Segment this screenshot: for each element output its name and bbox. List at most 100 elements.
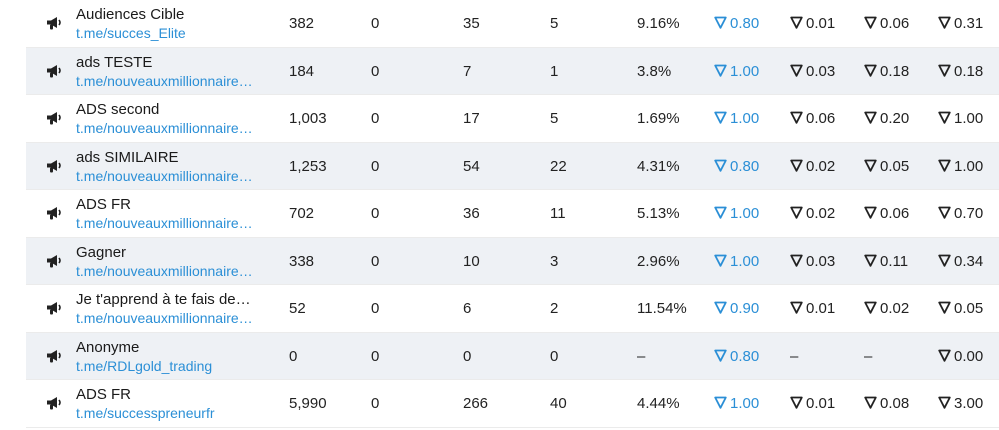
ad-name[interactable]: Audiences Cible bbox=[76, 6, 185, 23]
joined-value: 1 bbox=[550, 62, 559, 80]
joined-value: 3 bbox=[550, 252, 559, 270]
ad-link[interactable]: t.me/succes_Elite bbox=[76, 25, 186, 41]
spent-value: 0.05 bbox=[954, 300, 984, 317]
ad-name-cell: ADS second t.me/nouveauxmillionnaire… bbox=[76, 100, 276, 137]
cps-cell: – bbox=[864, 333, 872, 380]
cps-value: 0.02 bbox=[880, 300, 910, 317]
ad-name[interactable]: ADS second bbox=[76, 101, 160, 118]
cpc-value: 0.03 bbox=[806, 62, 836, 80]
ton-icon bbox=[864, 253, 880, 270]
cpc-cell: 0.01 bbox=[790, 380, 835, 427]
ad-name-cell: Je t'apprend à te fais de… t.me/nouveauxm… bbox=[76, 290, 276, 327]
clicks-value: 0 bbox=[463, 347, 472, 365]
views-value: 702 bbox=[289, 205, 315, 222]
ton-icon bbox=[938, 110, 954, 127]
table-row[interactable]: Anonyme t.me/RDLgold_trading 0 0 0 0 – 0.80 – – 0.… bbox=[26, 332, 999, 380]
ad-link[interactable]: t.me/nouveauxmillionnaire… bbox=[76, 72, 253, 89]
ton-icon bbox=[938, 395, 954, 412]
col2-value: 0 bbox=[371, 62, 380, 80]
ad-name[interactable]: ADS FR bbox=[76, 196, 132, 213]
table-row[interactable]: ADS FR t.me/successpreneurfr 5,990 0 266 40 4.… bbox=[26, 380, 999, 428]
joined-value: 40 bbox=[550, 395, 567, 412]
ton-icon bbox=[714, 348, 730, 365]
cpm-value: 0.80 bbox=[730, 157, 760, 175]
cps-value: 0.18 bbox=[880, 62, 910, 80]
megaphone-icon bbox=[46, 63, 64, 79]
ton-icon bbox=[790, 205, 806, 222]
cpm-value: 0.80 bbox=[730, 15, 760, 32]
ad-name[interactable]: Gagner bbox=[76, 243, 127, 261]
joined-value: 5 bbox=[550, 15, 559, 32]
cpm-value: 0.90 bbox=[730, 300, 760, 317]
spent-value: 0.00 bbox=[954, 347, 984, 365]
ton-icon bbox=[864, 300, 880, 317]
views-value: 0 bbox=[289, 347, 298, 365]
table-row[interactable]: ads SIMILAIRE t.me/nouveauxmillionnaire… 1… bbox=[26, 142, 999, 190]
spent-cell: 0.05 bbox=[938, 285, 983, 332]
ton-icon bbox=[938, 348, 954, 365]
ad-name[interactable]: Anonyme bbox=[76, 338, 140, 356]
cpm-cell: 0.80 bbox=[714, 143, 759, 190]
megaphone-icon bbox=[46, 15, 64, 31]
table-row[interactable]: ADS second t.me/nouveauxmillionnaire… 1,00… bbox=[26, 95, 999, 143]
joined-value: 2 bbox=[550, 300, 559, 317]
cpm-value: 1.00 bbox=[730, 252, 760, 270]
col2-value: 0 bbox=[371, 252, 380, 270]
cpc-cell: 0.01 bbox=[790, 0, 835, 47]
table-row[interactable]: Je t'apprend à te fais de… t.me/nouveauxm… bbox=[26, 285, 999, 333]
ad-name-cell: ADS FR t.me/nouveauxmillionnaire… bbox=[76, 195, 276, 232]
ad-name[interactable]: ads SIMILAIRE bbox=[76, 148, 179, 166]
cpm-value: 0.80 bbox=[730, 347, 760, 365]
ton-icon bbox=[714, 395, 730, 412]
megaphone-icon bbox=[46, 158, 64, 174]
ton-icon bbox=[938, 15, 954, 32]
ad-name[interactable]: ads TESTE bbox=[76, 53, 153, 71]
ad-link[interactable]: t.me/nouveauxmillionnaire… bbox=[76, 310, 253, 326]
spent-value: 0.70 bbox=[954, 205, 984, 222]
cpc-value: 0.01 bbox=[806, 15, 836, 32]
cpm-value: 1.00 bbox=[730, 62, 760, 80]
ctr-value: 5.13% bbox=[637, 205, 680, 222]
ad-link[interactable]: t.me/nouveauxmillionnaire… bbox=[76, 120, 253, 136]
ad-name[interactable]: Je t'apprend à te fais de… bbox=[76, 291, 251, 308]
cpc-cell: 0.06 bbox=[790, 95, 835, 142]
megaphone-icon bbox=[46, 205, 64, 221]
table-row[interactable]: ADS FR t.me/nouveauxmillionnaire… 702 0 36 11… bbox=[26, 190, 999, 238]
views-value: 5,990 bbox=[289, 395, 327, 412]
ad-name-cell: ads SIMILAIRE t.me/nouveauxmillionnaire… bbox=[76, 148, 276, 185]
spent-value: 0.34 bbox=[954, 252, 984, 270]
clicks-value: 54 bbox=[463, 157, 480, 175]
ad-name-cell: ads TESTE t.me/nouveauxmillionnaire… bbox=[76, 53, 276, 90]
col2-value: 0 bbox=[371, 300, 380, 317]
ad-link[interactable]: t.me/nouveauxmillionnaire… bbox=[76, 262, 253, 279]
spent-value: 0.31 bbox=[954, 15, 984, 32]
ad-name-cell: Anonyme t.me/RDLgold_trading bbox=[76, 338, 276, 375]
ad-link[interactable]: t.me/nouveauxmillionnaire… bbox=[76, 215, 253, 231]
cpm-value: 1.00 bbox=[730, 110, 760, 127]
cpc-value: 0.01 bbox=[806, 300, 836, 317]
clicks-value: 7 bbox=[463, 62, 472, 80]
clicks-value: 10 bbox=[463, 252, 480, 270]
ton-icon bbox=[790, 395, 806, 412]
cps-value: 0.06 bbox=[880, 205, 910, 222]
ad-name[interactable]: ADS FR bbox=[76, 386, 132, 403]
cpm-cell: 1.00 bbox=[714, 380, 759, 427]
ad-link[interactable]: t.me/RDLgold_trading bbox=[76, 357, 213, 374]
ad-link[interactable]: t.me/successpreneurfr bbox=[76, 405, 215, 421]
table-row[interactable]: Audiences Cible t.me/succes_Elite 382 0 35 5 9… bbox=[26, 0, 999, 48]
ctr-value: 3.8% bbox=[637, 62, 672, 80]
cpm-cell: 1.00 bbox=[714, 48, 759, 95]
ton-icon bbox=[790, 300, 806, 317]
table-row[interactable]: ads TESTE t.me/nouveauxmillionnaire… 184 0 7… bbox=[26, 47, 999, 95]
ton-icon bbox=[938, 158, 954, 175]
cps-cell: 0.11 bbox=[864, 238, 908, 285]
cpc-value: 0.03 bbox=[806, 252, 836, 270]
table-row[interactable]: Gagner t.me/nouveauxmillionnaire… 338 0 10 3 2… bbox=[26, 237, 999, 285]
ton-icon bbox=[938, 205, 954, 222]
ad-link[interactable]: t.me/nouveauxmillionnaire… bbox=[76, 167, 253, 184]
spent-cell: 1.00 bbox=[938, 95, 983, 142]
cps-value: – bbox=[864, 347, 873, 365]
megaphone-icon bbox=[46, 110, 64, 126]
spent-value: 1.00 bbox=[954, 157, 984, 175]
joined-value: 5 bbox=[550, 110, 559, 127]
